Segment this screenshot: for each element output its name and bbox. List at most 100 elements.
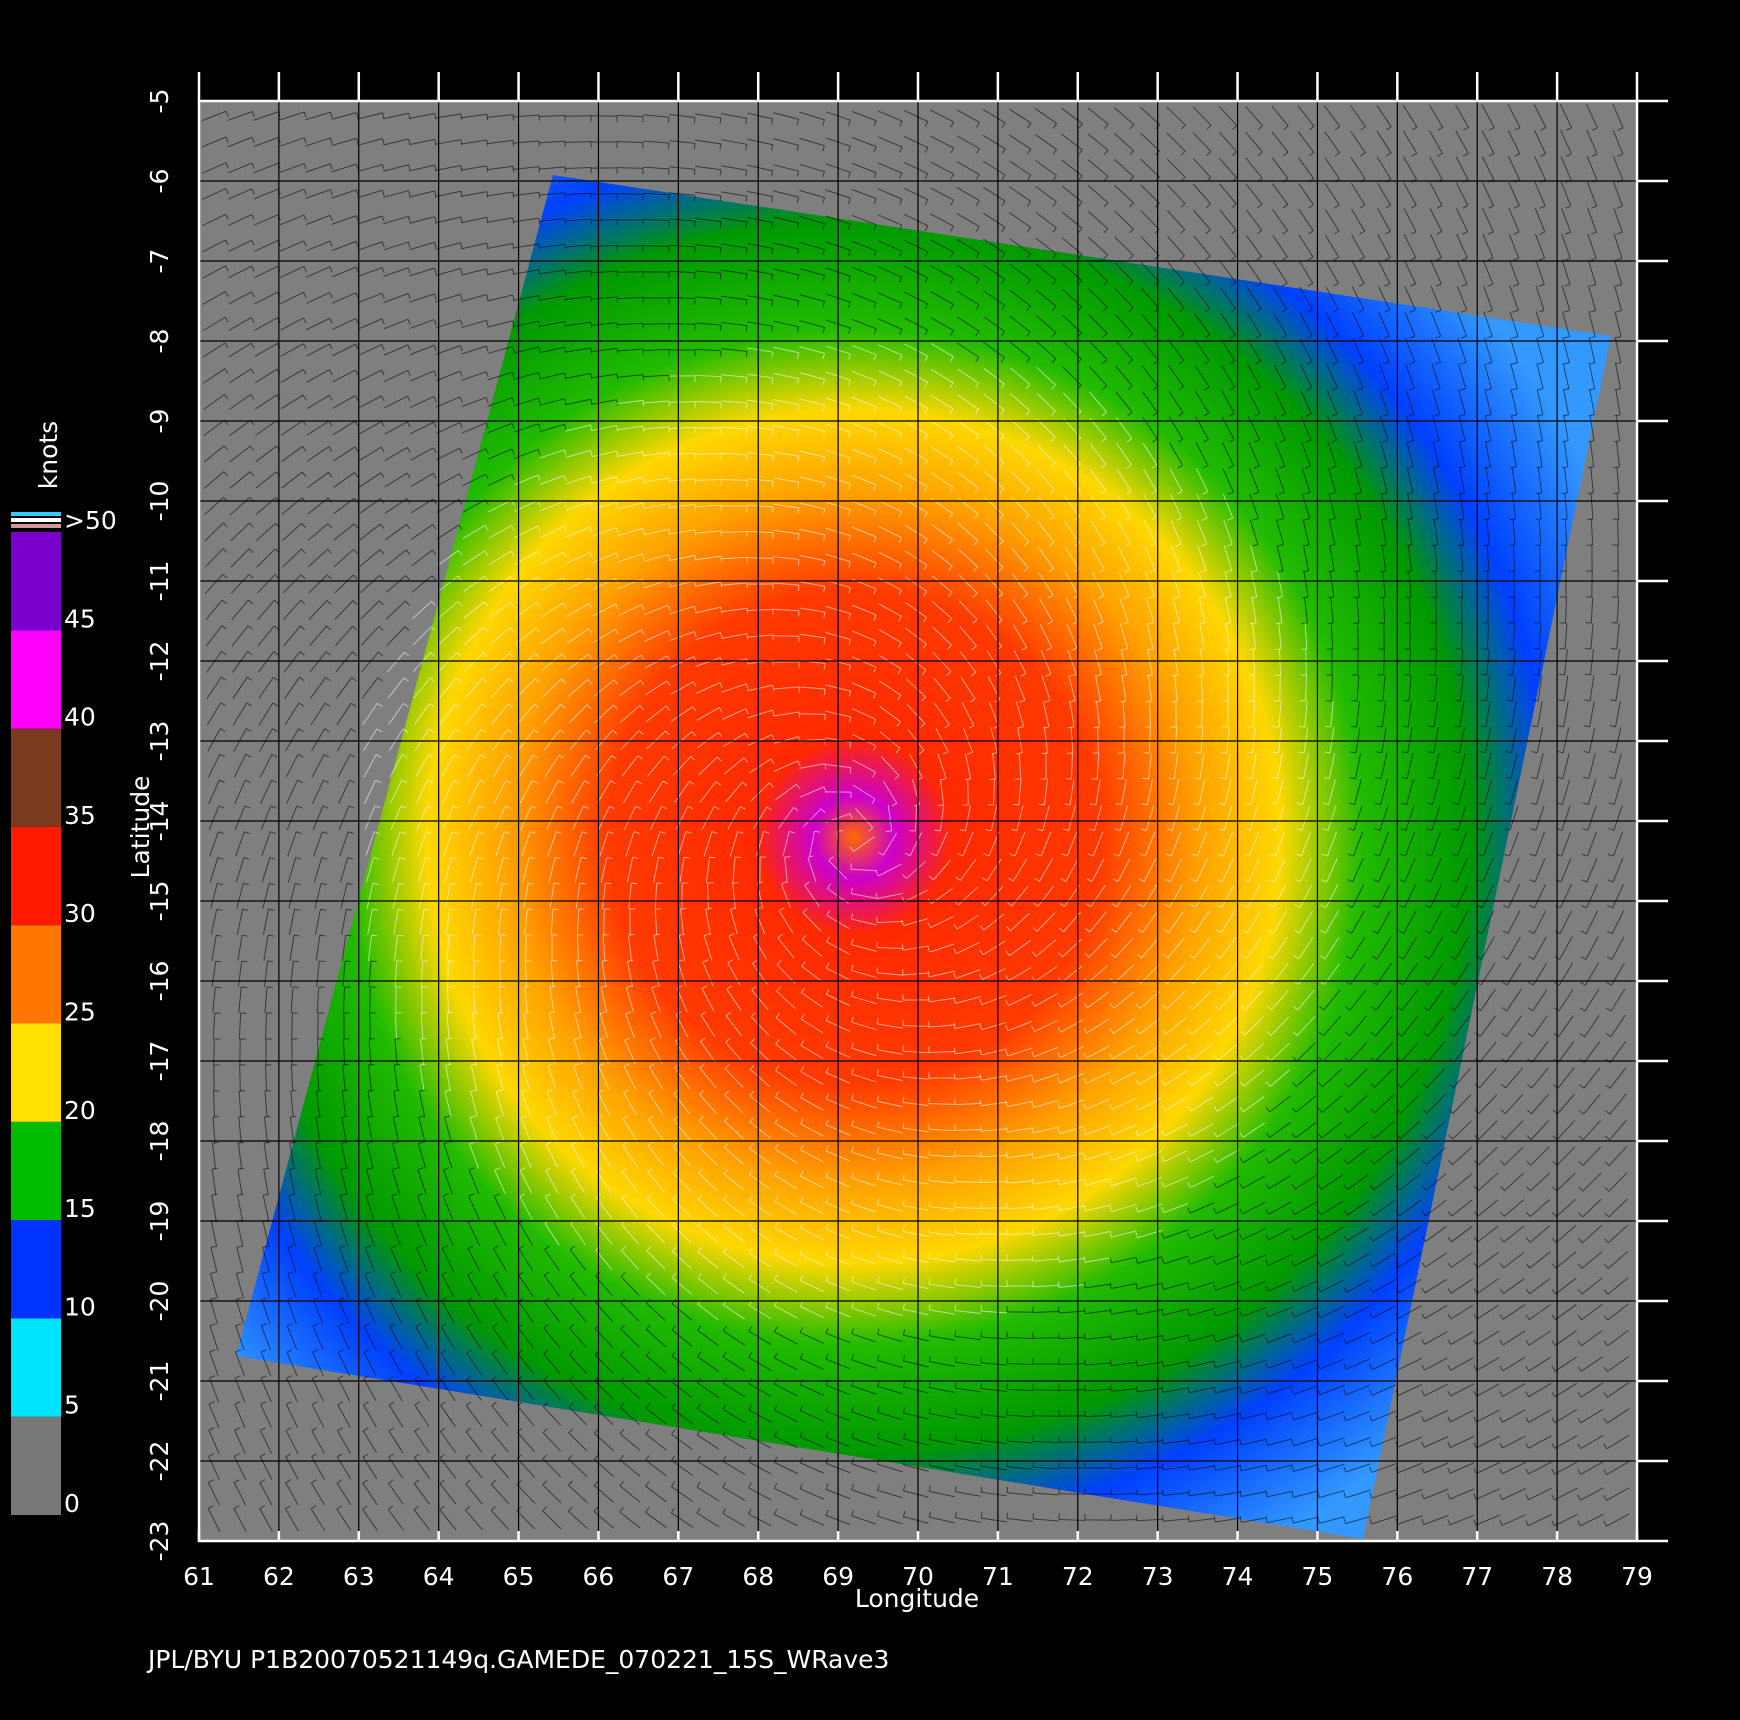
barb-feather <box>547 1089 553 1093</box>
barb <box>1036 444 1056 464</box>
barb-feather <box>311 1453 317 1458</box>
barb-feather <box>822 534 826 541</box>
barb <box>409 267 435 277</box>
barb <box>680 909 684 935</box>
barb <box>1227 674 1229 702</box>
barb <box>445 1065 451 1091</box>
barb-feather <box>418 1115 425 1118</box>
barb <box>363 1404 377 1428</box>
barb <box>724 1120 744 1140</box>
barb <box>1251 597 1257 623</box>
barb <box>1033 1153 1059 1159</box>
barb-feather <box>697 1351 702 1357</box>
barb-feather <box>1031 1229 1034 1236</box>
barb <box>409 216 435 224</box>
barb-feather <box>1089 803 1096 806</box>
barb <box>774 1174 798 1190</box>
barb <box>773 138 799 146</box>
barb <box>1089 911 1107 933</box>
barb-feather <box>713 806 720 810</box>
barb-feather <box>1103 280 1108 286</box>
barb-feather <box>350 728 356 733</box>
barb <box>549 987 555 1013</box>
barb <box>1060 992 1084 1008</box>
barb-feather <box>975 382 980 389</box>
barb-feather <box>800 1040 805 1046</box>
barb-feather <box>745 377 748 384</box>
barb-feather <box>621 1193 627 1199</box>
barb <box>851 1151 877 1161</box>
barb <box>1189 1281 1215 1291</box>
barb-feather <box>1022 620 1028 625</box>
barb <box>1032 1284 1060 1288</box>
barb <box>643 477 669 483</box>
barb-feather <box>382 112 385 119</box>
barb-feather <box>979 1099 982 1106</box>
barb <box>851 162 877 174</box>
barb <box>876 920 904 924</box>
barb-feather <box>1121 647 1128 651</box>
barb-feather <box>1180 229 1186 234</box>
barb <box>1215 1386 1241 1394</box>
barb-feather <box>928 1433 931 1440</box>
barb-feather <box>851 1354 855 1360</box>
barb-feather <box>234 1453 240 1457</box>
barb <box>800 1306 824 1318</box>
barb-feather <box>1005 1050 1009 1057</box>
barb-feather <box>1083 1282 1086 1288</box>
barb-feather <box>1135 1411 1138 1418</box>
barb-feather <box>419 1063 426 1066</box>
barb-feather <box>1078 175 1083 181</box>
barb-feather <box>851 964 854 971</box>
barb <box>363 1378 377 1402</box>
barb-feather <box>355 163 359 170</box>
barb <box>592 603 616 617</box>
barb <box>669 656 695 668</box>
barb-feather <box>352 600 358 606</box>
barb-feather <box>506 754 513 759</box>
barb-feather <box>975 252 980 258</box>
barb <box>877 1023 903 1029</box>
barb-feather <box>389 1375 395 1380</box>
barb <box>798 686 826 690</box>
barb <box>205 599 223 621</box>
barb <box>1039 598 1053 622</box>
barb <box>517 1327 535 1349</box>
barb-feather <box>746 608 749 615</box>
barb <box>748 1435 772 1449</box>
barb <box>565 552 591 564</box>
barb-feather <box>1101 437 1107 443</box>
barb <box>464 652 484 672</box>
barb <box>955 1076 981 1080</box>
barb <box>543 1275 561 1297</box>
barb <box>1121 675 1127 701</box>
barb-feather <box>848 613 851 620</box>
barb <box>439 703 457 725</box>
barb <box>695 606 721 614</box>
barb <box>851 526 877 538</box>
barb <box>854 808 874 828</box>
barb-feather <box>477 856 484 860</box>
barb <box>877 892 903 900</box>
barb <box>1224 571 1232 597</box>
barb-feather <box>949 486 954 493</box>
barb-feather <box>949 382 954 388</box>
barb <box>212 1012 216 1040</box>
barb <box>573 1039 583 1065</box>
barb <box>799 607 825 613</box>
barb <box>545 1170 559 1194</box>
barb-feather <box>748 1352 753 1358</box>
barb <box>774 1331 798 1345</box>
barb <box>568 1380 588 1400</box>
barb-feather <box>1166 828 1173 831</box>
barb-feather <box>848 327 851 334</box>
barb-feather <box>1201 543 1207 547</box>
barb-feather <box>928 1200 931 1207</box>
barb-feather <box>1150 517 1157 521</box>
barb-feather <box>345 934 352 937</box>
barb-feather <box>492 1271 499 1276</box>
barb-feather <box>796 145 800 152</box>
barb-feather <box>723 1142 729 1148</box>
barb <box>571 1144 585 1168</box>
barb <box>1136 1492 1164 1496</box>
